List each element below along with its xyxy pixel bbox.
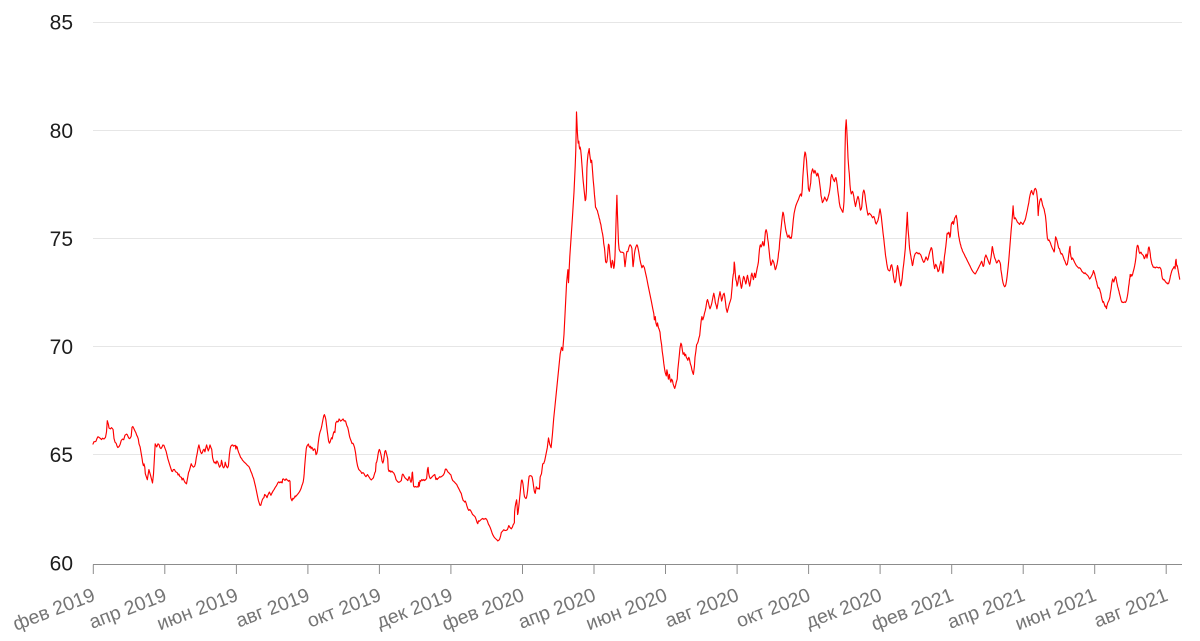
svg-text:окт 2019: окт 2019 (304, 584, 384, 632)
svg-text:апр 2021: апр 2021 (944, 584, 1028, 634)
svg-text:авг 2021: авг 2021 (1091, 584, 1171, 632)
svg-text:авг 2019: авг 2019 (233, 584, 313, 632)
svg-text:70: 70 (50, 336, 73, 359)
svg-text:60: 60 (50, 552, 73, 575)
svg-text:авг 2020: авг 2020 (662, 584, 742, 632)
svg-text:85: 85 (50, 12, 73, 35)
svg-text:июн 2020: июн 2020 (583, 584, 670, 635)
svg-text:июн 2019: июн 2019 (154, 584, 241, 635)
svg-text:фев 2020: фев 2020 (439, 584, 527, 635)
svg-text:75: 75 (50, 228, 73, 251)
svg-text:июн 2021: июн 2021 (1012, 584, 1099, 635)
svg-text:окт 2020: окт 2020 (733, 584, 813, 632)
svg-text:фев 2021: фев 2021 (868, 584, 956, 635)
svg-text:апр 2019: апр 2019 (86, 584, 170, 634)
svg-text:фев 2019: фев 2019 (10, 584, 98, 635)
svg-text:80: 80 (50, 120, 73, 143)
svg-text:65: 65 (50, 444, 73, 467)
